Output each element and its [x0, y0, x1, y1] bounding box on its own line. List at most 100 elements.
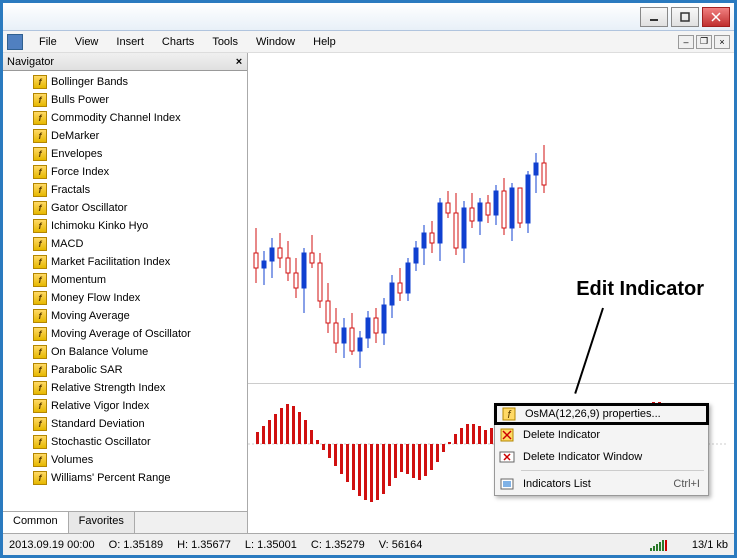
indicator-icon: f — [33, 129, 47, 143]
menu-insert[interactable]: Insert — [108, 34, 152, 50]
tree-item-label: Stochastic Oscillator — [51, 436, 151, 448]
tree-item[interactable]: f Gator Oscillator — [3, 199, 247, 217]
menu-file[interactable]: File — [31, 34, 65, 50]
tree-item-label: Relative Vigor Index — [51, 400, 149, 412]
status-low: L: 1.35001 — [245, 539, 297, 551]
indicator-icon: f — [33, 75, 47, 89]
tree-item-label: Williams' Percent Range — [51, 472, 170, 484]
tree-item-label: Fractals — [51, 184, 90, 196]
indicator-icon: f — [33, 255, 47, 269]
annotation-label: Edit Indicator — [576, 278, 704, 301]
annotation-line — [574, 308, 604, 394]
tab-favorites[interactable]: Favorites — [69, 512, 135, 533]
tree-item-label: Envelopes — [51, 148, 102, 160]
statusbar: 2013.09.19 00:00 O: 1.35189 H: 1.35677 L… — [3, 533, 734, 555]
status-close: C: 1.35279 — [311, 539, 365, 551]
tree-item[interactable]: fWilliams' Percent Range — [3, 469, 247, 487]
indicator-icon: f — [33, 453, 47, 467]
navigator-close[interactable]: × — [231, 56, 247, 68]
indicator-icon: f — [33, 273, 47, 287]
tree-item-label: Relative Strength Index — [51, 382, 165, 394]
maximize-button[interactable] — [671, 7, 699, 27]
tree-item[interactable]: f On Balance Volume — [3, 343, 247, 361]
tree-item[interactable]: f Force Index — [3, 163, 247, 181]
tree-item-label: Commodity Channel Index — [51, 112, 181, 124]
indicator-icon: f — [33, 165, 47, 179]
menu-charts[interactable]: Charts — [154, 34, 202, 50]
ctx-delete-window-label: Delete Indicator Window — [523, 451, 642, 463]
navigator-panel: Navigator × fBollinger BandsfBulls Power… — [3, 53, 248, 533]
tree-item[interactable]: fBollinger Bands — [3, 73, 247, 91]
tree-item[interactable]: f Momentum — [3, 271, 247, 289]
ctx-shortcut: Ctrl+I — [673, 478, 708, 490]
menu-help[interactable]: Help — [305, 34, 344, 50]
tree-item[interactable]: f DeMarker — [3, 127, 247, 145]
navigator-tree[interactable]: fBollinger BandsfBulls PowerfCommodity C… — [3, 71, 247, 511]
indicator-icon: f — [33, 381, 47, 395]
ctx-properties[interactable]: f OsMA(12,26,9) properties... — [494, 403, 709, 425]
app-icon — [7, 34, 23, 50]
tree-item-label: On Balance Volume — [51, 346, 148, 358]
mdi-restore[interactable]: ❐ — [696, 35, 712, 49]
tree-item-label: Standard Deviation — [51, 418, 145, 430]
indicator-icon: f — [33, 183, 47, 197]
tree-item[interactable]: f Market Facilitation Index — [3, 253, 247, 271]
minimize-button[interactable] — [640, 7, 668, 27]
tree-item[interactable]: fMACD — [3, 235, 247, 253]
indicator-icon: f — [33, 93, 47, 107]
tree-item-label: Market Facilitation Index — [51, 256, 170, 268]
tree-item[interactable]: fMoney Flow Index — [3, 289, 247, 307]
menu-window[interactable]: Window — [248, 34, 303, 50]
tree-item[interactable]: f Fractals — [3, 181, 247, 199]
context-menu: f OsMA(12,26,9) properties... Delete Ind… — [494, 403, 709, 496]
tree-item[interactable]: fStandard Deviation — [3, 415, 247, 433]
tree-item-label: Gator Oscillator — [51, 202, 127, 214]
indicator-icon: f — [33, 363, 47, 377]
navigator-title: Navigator — [7, 56, 54, 68]
ctx-indicators-list[interactable]: Indicators List Ctrl+I — [495, 473, 708, 495]
tree-item-label: Force Index — [51, 166, 109, 178]
indicator-icon: f — [33, 345, 47, 359]
delete-indicator-icon — [499, 427, 515, 443]
indicator-icon: f — [33, 147, 47, 161]
status-high: H: 1.35677 — [177, 539, 231, 551]
menu-view[interactable]: View — [67, 34, 107, 50]
ctx-delete-indicator[interactable]: Delete Indicator — [495, 424, 708, 446]
status-date: 2013.09.19 00:00 — [9, 539, 95, 551]
tree-item-label: MACD — [51, 238, 83, 250]
tree-item[interactable]: fMoving Average — [3, 307, 247, 325]
status-kb: 13/1 kb — [692, 539, 728, 551]
chart-area[interactable]: Edit Indicator f OsMA(12,26,9) propertie… — [248, 53, 734, 533]
tree-item[interactable]: fIchimoku Kinko Hyo — [3, 217, 247, 235]
ctx-delete-window[interactable]: Delete Indicator Window — [495, 446, 708, 468]
indicator-icon: f — [33, 435, 47, 449]
indicator-icon: f — [33, 327, 47, 341]
menu-tools[interactable]: Tools — [204, 34, 246, 50]
tree-item[interactable]: f Envelopes — [3, 145, 247, 163]
tree-item[interactable]: f Volumes — [3, 451, 247, 469]
navigator-header: Navigator × — [3, 53, 247, 71]
candlestick-chart[interactable] — [248, 53, 548, 383]
tree-item-label: DeMarker — [51, 130, 99, 142]
close-button[interactable] — [702, 7, 730, 27]
tree-item[interactable]: f Relative Strength Index — [3, 379, 247, 397]
tree-item-label: Ichimoku Kinko Hyo — [51, 220, 148, 232]
mdi-minimize[interactable]: – — [678, 35, 694, 49]
ctx-separator — [521, 470, 704, 471]
mdi-close[interactable]: × — [714, 35, 730, 49]
tree-item[interactable]: fMoving Average of Oscillator — [3, 325, 247, 343]
tree-item-label: Volumes — [51, 454, 93, 466]
tree-item-label: Moving Average — [51, 310, 130, 322]
indicators-list-icon — [499, 476, 515, 492]
indicator-icon: f — [33, 201, 47, 215]
tree-item[interactable]: fRelative Vigor Index — [3, 397, 247, 415]
tree-item[interactable]: fParabolic SAR — [3, 361, 247, 379]
tree-item-label: Bulls Power — [51, 94, 109, 106]
tab-common[interactable]: Common — [3, 512, 69, 533]
tree-item[interactable]: f Bulls Power — [3, 91, 247, 109]
tree-item-label: Momentum — [51, 274, 106, 286]
delete-window-icon — [499, 449, 515, 465]
tree-item[interactable]: f Stochastic Oscillator — [3, 433, 247, 451]
tree-item[interactable]: fCommodity Channel Index — [3, 109, 247, 127]
titlebar — [3, 3, 734, 31]
